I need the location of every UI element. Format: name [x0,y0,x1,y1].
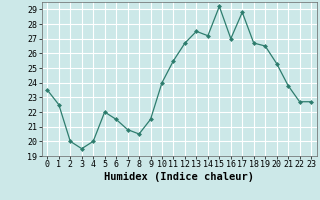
X-axis label: Humidex (Indice chaleur): Humidex (Indice chaleur) [104,172,254,182]
